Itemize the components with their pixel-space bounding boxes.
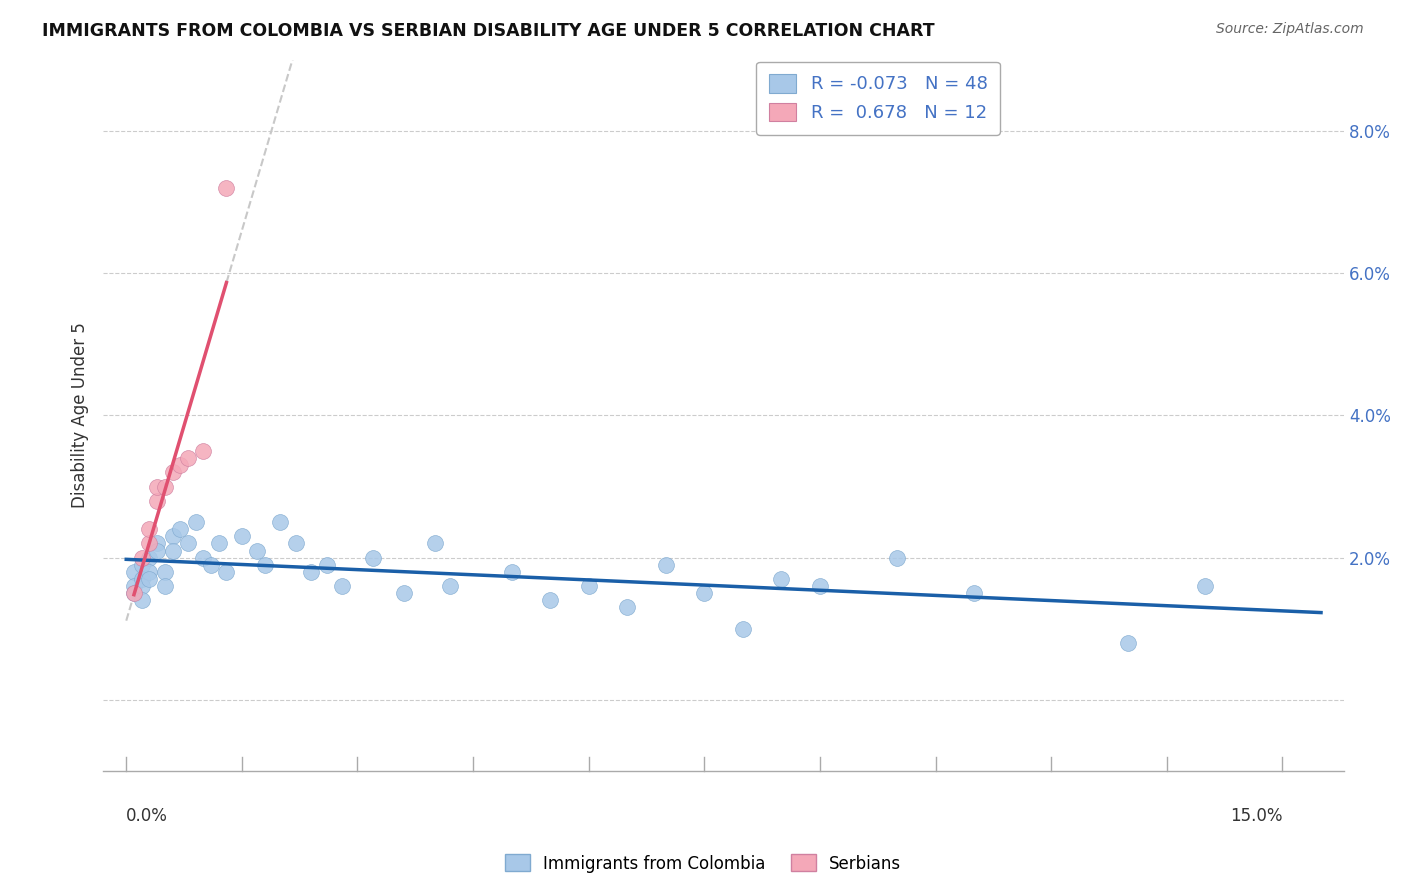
Legend: R = -0.073   N = 48, R =  0.678   N = 12: R = -0.073 N = 48, R = 0.678 N = 12 [756, 62, 1000, 135]
Point [122, 586, 145, 600]
Point [693, 586, 716, 600]
Point [138, 550, 160, 565]
Point [169, 522, 191, 536]
Point [616, 600, 638, 615]
Point [184, 515, 207, 529]
Point [501, 565, 523, 579]
Point [146, 536, 169, 550]
Point [231, 529, 253, 543]
Point [138, 565, 160, 579]
Point [131, 550, 153, 565]
Point [439, 579, 461, 593]
Point [330, 579, 353, 593]
Point [215, 180, 238, 194]
Point [284, 536, 307, 550]
Point [269, 515, 291, 529]
Point [193, 444, 215, 458]
Point [253, 558, 276, 572]
Point [770, 572, 793, 586]
Point [122, 565, 145, 579]
Point [138, 522, 160, 536]
Point [808, 579, 831, 593]
Point [177, 536, 200, 550]
Point [315, 558, 337, 572]
Point [162, 543, 184, 558]
Point [963, 586, 986, 600]
Point [578, 579, 600, 593]
Point [131, 572, 153, 586]
Point [200, 558, 222, 572]
Point [122, 579, 145, 593]
Point [146, 493, 169, 508]
Text: Source: ZipAtlas.com: Source: ZipAtlas.com [1216, 22, 1364, 37]
Point [122, 586, 145, 600]
Point [138, 536, 160, 550]
Text: 15.0%: 15.0% [1230, 806, 1282, 825]
Text: IMMIGRANTS FROM COLOMBIA VS SERBIAN DISABILITY AGE UNDER 5 CORRELATION CHART: IMMIGRANTS FROM COLOMBIA VS SERBIAN DISA… [42, 22, 935, 40]
Point [215, 565, 238, 579]
Point [1194, 579, 1216, 593]
Legend: Immigrants from Colombia, Serbians: Immigrants from Colombia, Serbians [498, 847, 908, 880]
Point [146, 479, 169, 493]
Point [146, 543, 169, 558]
Point [392, 586, 415, 600]
Point [538, 593, 561, 607]
Point [361, 550, 384, 565]
Point [246, 543, 269, 558]
Point [731, 622, 754, 636]
Point [655, 558, 678, 572]
Point [131, 558, 153, 572]
Point [423, 536, 446, 550]
Point [886, 550, 908, 565]
Text: 0.0%: 0.0% [127, 806, 169, 825]
Point [208, 536, 231, 550]
Point [131, 579, 153, 593]
Point [153, 565, 176, 579]
Point [153, 479, 176, 493]
Point [153, 579, 176, 593]
Point [299, 565, 322, 579]
Point [162, 529, 184, 543]
Point [138, 572, 160, 586]
Point [177, 451, 200, 466]
Point [169, 458, 191, 472]
Y-axis label: Disability Age Under 5: Disability Age Under 5 [72, 322, 89, 508]
Point [1116, 636, 1139, 650]
Point [162, 465, 184, 479]
Point [193, 550, 215, 565]
Point [131, 593, 153, 607]
